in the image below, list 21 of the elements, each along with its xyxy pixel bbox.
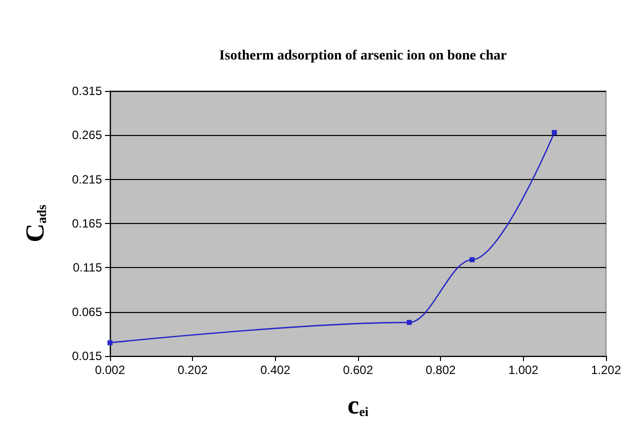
point xyxy=(552,130,557,136)
x-tick-label: 0.402 xyxy=(260,363,291,377)
x-tick-label: 1.202 xyxy=(590,363,622,377)
chart-title: Isotherm adsorption of arsenic ion on bone char xyxy=(219,48,507,64)
x-tick-label: 0.202 xyxy=(178,363,208,377)
y-axis-title: Cads xyxy=(20,204,50,242)
x-tick-label: 0.802 xyxy=(426,363,456,377)
point xyxy=(470,257,475,262)
point xyxy=(108,340,112,346)
x-tick-label: 0.602 xyxy=(342,363,374,377)
y-tick-label: 0.265 xyxy=(72,128,102,142)
y-tick-label: 0.315 xyxy=(72,84,102,98)
x-tick-label: 1.002 xyxy=(508,363,539,377)
point xyxy=(406,320,412,325)
x-tick-label: 0.002 xyxy=(94,363,126,377)
y-tick-label: 0.165 xyxy=(72,216,102,230)
y-tick-label: 0.065 xyxy=(72,304,102,319)
y-tick-label: 0.015 xyxy=(72,349,102,363)
y-tick-label: 0.215 xyxy=(72,172,102,186)
y-tick-label: 0.115 xyxy=(72,260,102,275)
x-axis-title: cei xyxy=(348,390,369,420)
